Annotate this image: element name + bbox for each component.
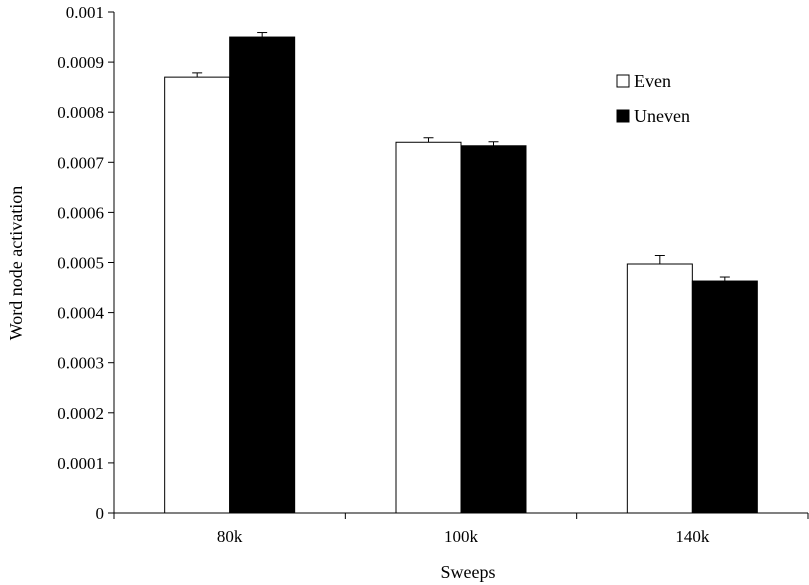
y-axis-title: Word node activation	[6, 186, 26, 341]
x-axis-title: Sweeps	[441, 562, 496, 582]
bar-uneven-100k	[460, 145, 527, 514]
x-tick-label: 100k	[444, 527, 479, 546]
y-tick-label: 0.0009	[57, 53, 104, 72]
x-tick-label: 80k	[217, 527, 243, 546]
bar-even-140k	[626, 263, 693, 514]
tick-labels: 0 0.0001 0.0002 0.0003 0.0004 0.0005 0.0006 0.0…	[57, 3, 710, 546]
y-tick-label: 0.0006	[57, 203, 104, 222]
legend-swatch-even	[616, 74, 630, 88]
y-tick-label: 0.0001	[57, 454, 104, 473]
legend-label-even: Even	[634, 71, 671, 91]
y-tick-label: 0.0005	[57, 254, 104, 273]
legend: Even Uneven	[616, 71, 690, 126]
y-tick-label: 0.0007	[57, 153, 104, 172]
bar-uneven-140k	[691, 280, 758, 514]
y-tick-label: 0.0008	[57, 103, 104, 122]
y-tick-label: 0.001	[66, 3, 104, 22]
y-tick-label: 0	[96, 504, 105, 523]
bars	[164, 32, 758, 514]
y-tick-label: 0.0003	[57, 354, 104, 373]
legend-swatch-uneven	[616, 109, 630, 123]
y-tick-label: 0.0002	[57, 404, 104, 423]
legend-label-uneven: Uneven	[634, 106, 690, 126]
bar-uneven-80k	[229, 36, 296, 514]
bar-even-80k	[164, 76, 231, 514]
x-tick-label: 140k	[675, 527, 710, 546]
bar-even-100k	[395, 141, 462, 514]
y-tick-label: 0.0004	[57, 304, 104, 323]
